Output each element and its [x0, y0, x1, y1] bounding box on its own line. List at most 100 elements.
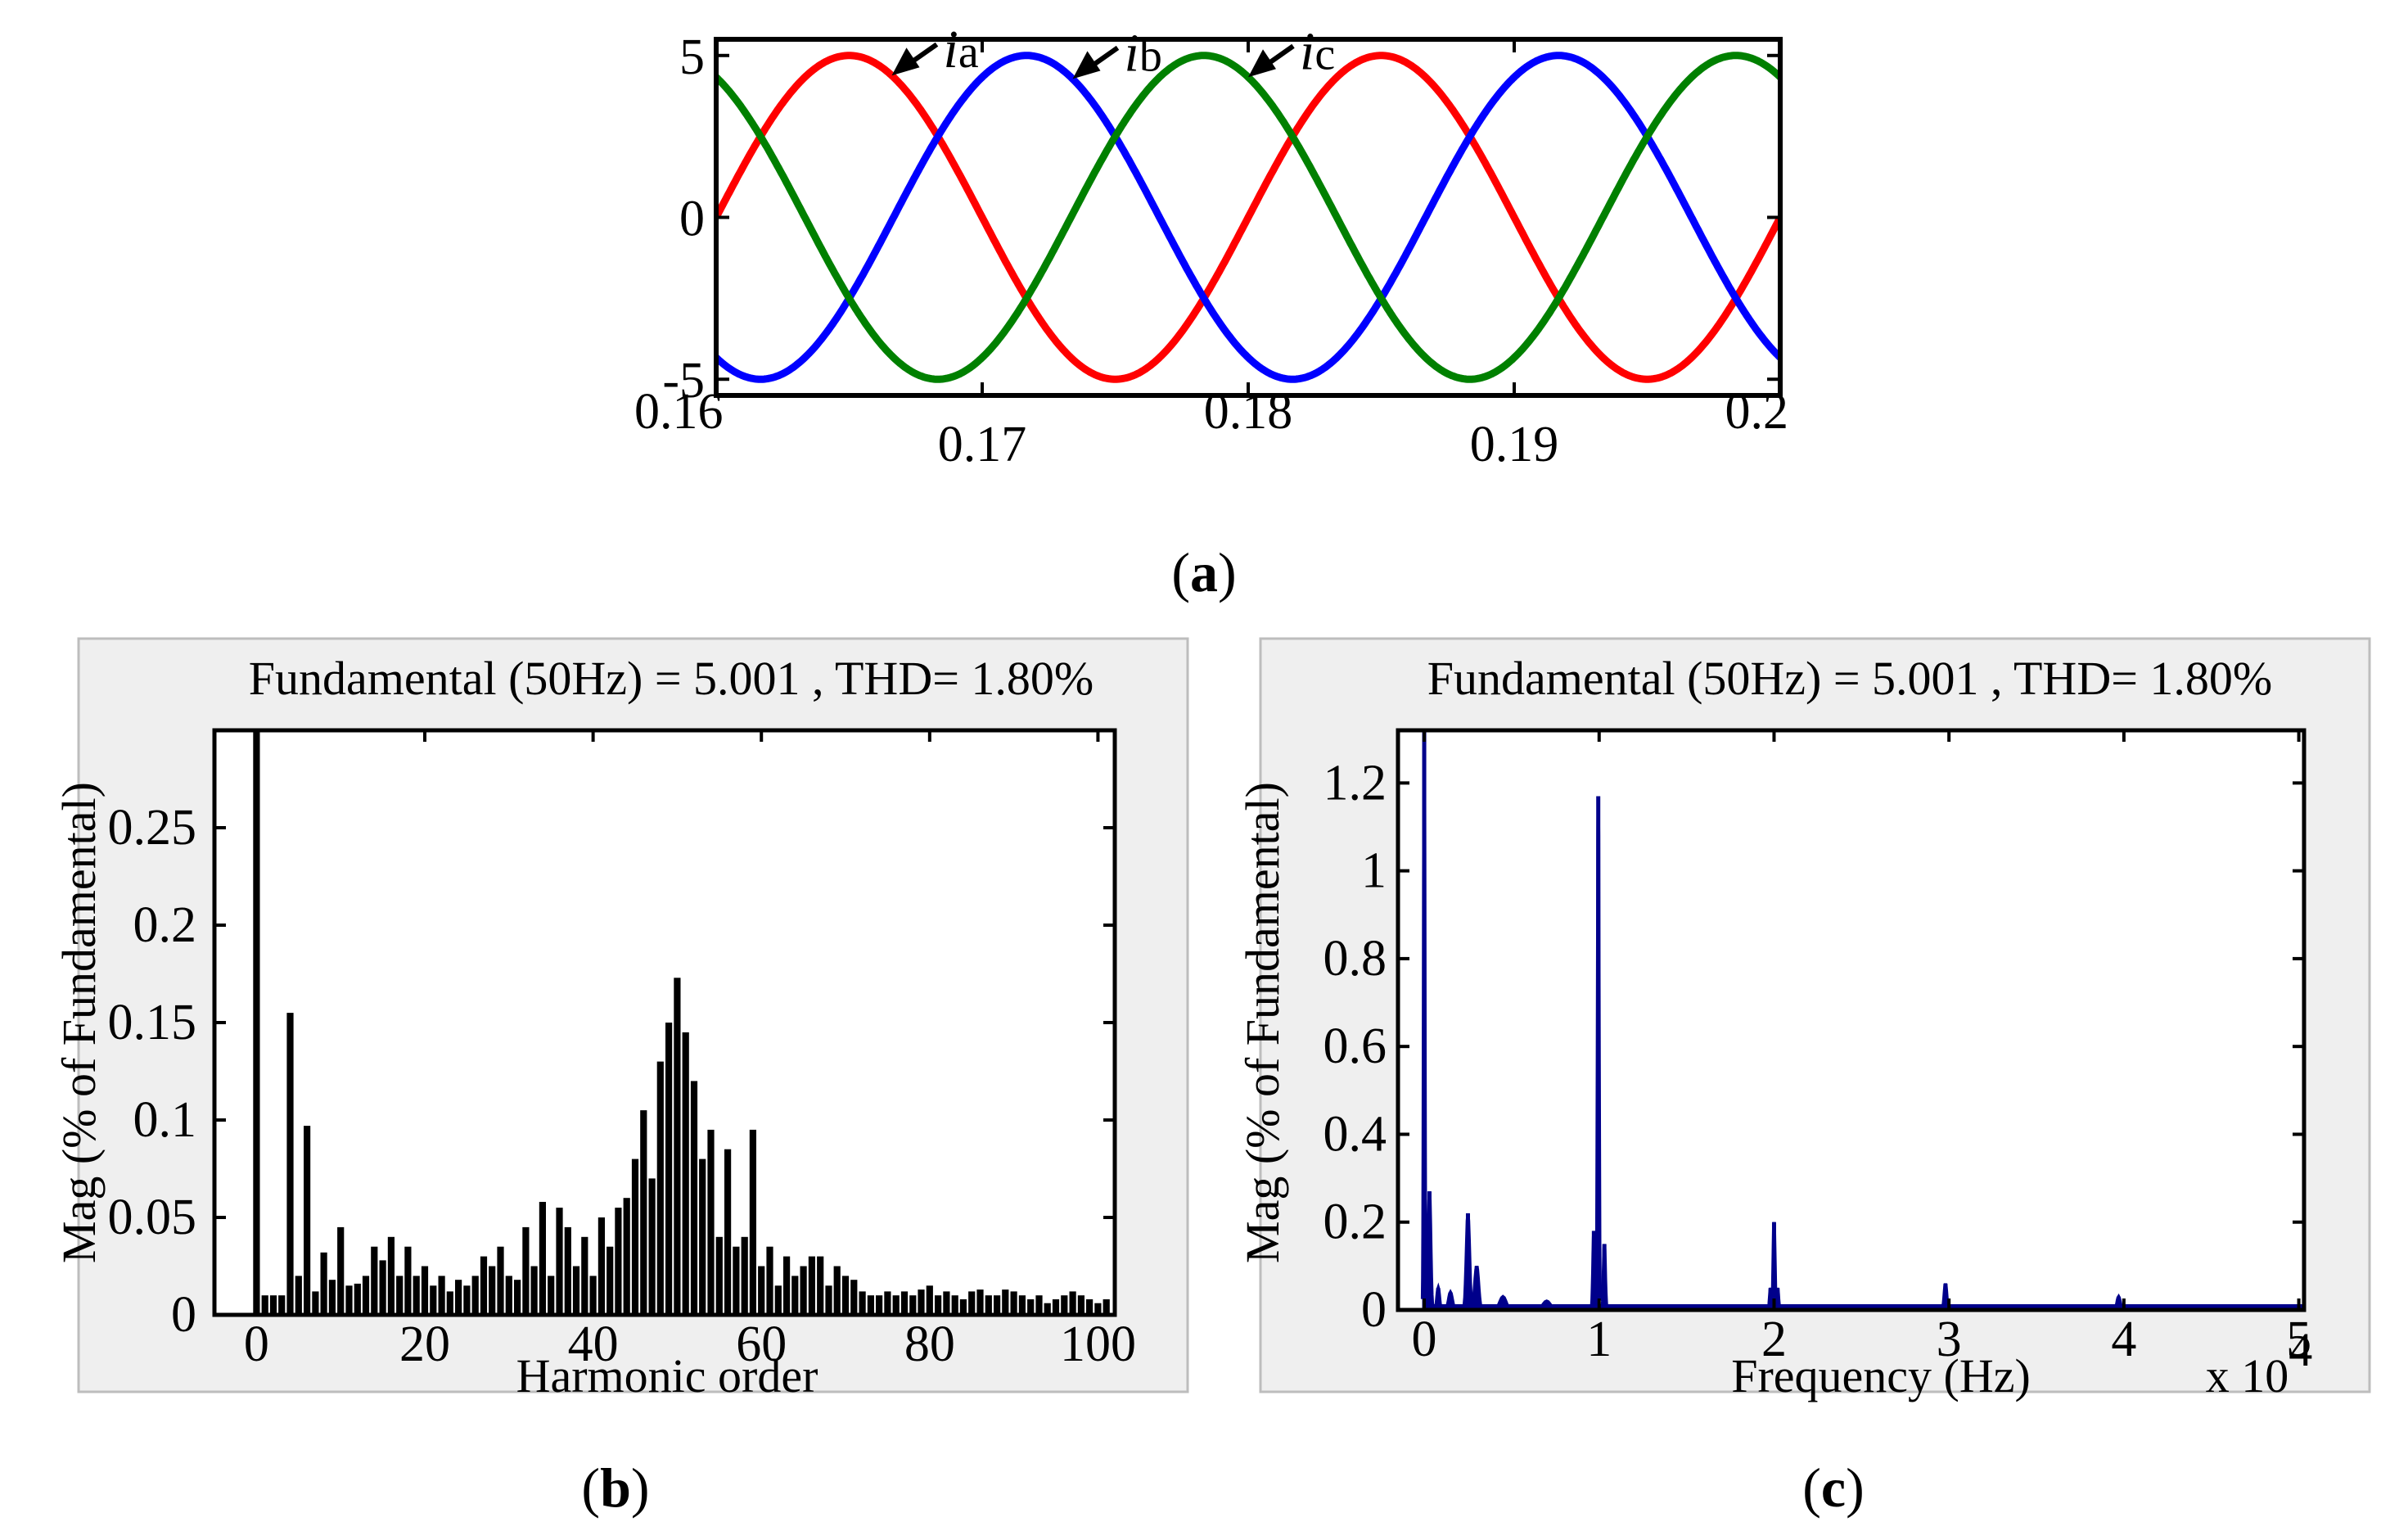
harmonic-bar	[354, 1283, 361, 1315]
panel-b-bars	[253, 730, 1110, 1315]
harmonic-bar	[623, 1198, 630, 1315]
harmonic-bar	[833, 1266, 841, 1315]
harmonic-bar	[607, 1246, 614, 1315]
panel-a-caption: (a)	[1171, 541, 1236, 603]
harmonic-bar	[413, 1276, 420, 1315]
harmonic-bar	[1002, 1289, 1009, 1315]
panel-a-series-group	[716, 52, 1780, 383]
annotation-arrowhead-ic	[1248, 49, 1276, 78]
x-tick-label: 0	[1412, 1312, 1437, 1367]
harmonic-bar	[446, 1291, 453, 1315]
panel-c-x-exponent-power: 4	[2289, 1323, 2312, 1376]
y-tick-label: 1	[1361, 843, 1387, 899]
harmonic-bar	[615, 1208, 622, 1315]
x-tick-label: 1	[1586, 1312, 1612, 1367]
harmonic-bar	[935, 1295, 942, 1315]
harmonic-bar	[253, 730, 260, 1315]
harmonic-bar	[741, 1236, 748, 1315]
x-tick-label: 60	[736, 1316, 787, 1372]
harmonic-bar	[674, 978, 681, 1315]
harmonic-bar	[817, 1256, 824, 1315]
series-line-ia	[716, 52, 1780, 383]
y-tick-label: 0	[171, 1287, 196, 1343]
harmonic-bar	[564, 1226, 571, 1315]
harmonic-bar	[943, 1291, 950, 1315]
y-tick-label: 0.6	[1323, 1018, 1387, 1074]
x-tick-label: 5	[2286, 1312, 2311, 1367]
panel-b-title: Fundamental (50Hz) = 5.001 , THD= 1.80%	[249, 652, 1094, 705]
x-tick-label: 80	[904, 1316, 955, 1372]
y-tick-label: 0.15	[108, 995, 197, 1050]
panel-c-x-exponent-base: x 10	[2206, 1349, 2289, 1402]
harmonic-bar	[463, 1285, 471, 1315]
harmonic-bar	[320, 1252, 327, 1315]
x-tick-label: 40	[568, 1316, 619, 1372]
harmonic-bar	[1010, 1291, 1017, 1315]
harmonic-bar	[918, 1289, 925, 1315]
harmonic-bar	[715, 1236, 723, 1315]
harmonic-bar	[581, 1236, 588, 1315]
panel-b-xlabel: Harmonic order	[516, 1349, 818, 1402]
harmonic-bar	[589, 1276, 597, 1315]
panel-b-harmonic-spectrum: 0 20 40 60 80 100 0 0.05 0.1 0.15 0.2 0.25 Fundamen…	[52, 637, 1189, 1519]
y-tick-label: 0	[679, 192, 705, 247]
harmonic-bar	[994, 1295, 1001, 1315]
harmonic-bar	[387, 1236, 395, 1315]
y-tick-label: 1.2	[1323, 755, 1387, 811]
y-tick-label: 0	[1361, 1282, 1387, 1338]
panel-c-xlabel: Frequency (Hz)	[1731, 1349, 2031, 1402]
panel-c-x-exponent: x 104	[2206, 1323, 2313, 1402]
panel-a-annotations: ia ib ic	[891, 20, 1335, 83]
panel-a-ticks: 0.16 0.17 0.18 0.19 0.2 5 0 -5	[634, 29, 1788, 472]
harmonic-bar	[733, 1246, 740, 1315]
harmonic-bar	[783, 1256, 791, 1315]
x-tick-label: 0	[244, 1316, 269, 1372]
harmonic-bar	[295, 1276, 302, 1315]
y-tick-label: 0.8	[1323, 931, 1387, 987]
panel-b-plot-area	[214, 730, 1115, 1315]
x-tick-label: 0.2	[1725, 384, 1789, 440]
x-tick-label: 4	[2111, 1312, 2136, 1367]
harmonic-bar	[968, 1291, 976, 1315]
harmonic-bar	[1027, 1299, 1035, 1315]
panel-b-ylabel: Mag (% of Fundamental)	[52, 782, 106, 1263]
harmonic-bar	[371, 1246, 378, 1315]
harmonic-bar	[758, 1266, 765, 1315]
harmonic-bar	[278, 1295, 286, 1315]
harmonic-bar	[656, 1061, 664, 1315]
harmonic-bar	[286, 1013, 294, 1315]
harmonic-bar	[539, 1202, 546, 1315]
series-line-ib	[716, 52, 1780, 383]
harmonic-bar	[926, 1285, 933, 1315]
panel-c-axes-frame	[1396, 728, 2307, 1312]
harmonic-bar	[640, 1110, 647, 1315]
annotation-label-sub: b	[1139, 30, 1162, 81]
harmonic-bar	[884, 1291, 891, 1315]
harmonic-bar	[985, 1295, 992, 1315]
x-tick-label: 0.16	[634, 384, 724, 440]
harmonic-bar	[841, 1276, 850, 1315]
harmonic-bar	[556, 1208, 563, 1315]
x-tick-label: 3	[1937, 1312, 1962, 1367]
x-tick-label: 20	[399, 1316, 450, 1372]
harmonic-bar	[699, 1158, 706, 1315]
harmonic-bar	[682, 1032, 689, 1315]
harmonic-bar	[1103, 1299, 1110, 1315]
harmonic-bar	[867, 1295, 874, 1315]
y-tick-label: 0.05	[108, 1190, 197, 1245]
harmonic-bar	[514, 1280, 521, 1315]
harmonic-bar	[480, 1256, 488, 1315]
series-line-ic	[716, 52, 1780, 383]
harmonic-bar	[345, 1285, 353, 1315]
panel-b-caption: (b)	[581, 1456, 649, 1519]
annotation-arrowhead-ia	[891, 47, 920, 76]
panel-c-spectrum-lines	[1420, 730, 2304, 1310]
x-tick-label: 0.18	[1204, 384, 1293, 440]
harmonic-bar	[304, 1126, 311, 1315]
harmonic-bar	[522, 1226, 530, 1315]
panel-c-plot-area	[1398, 730, 2304, 1310]
harmonic-bar	[850, 1280, 858, 1315]
harmonic-bar	[951, 1295, 958, 1315]
harmonic-bar	[471, 1276, 479, 1315]
